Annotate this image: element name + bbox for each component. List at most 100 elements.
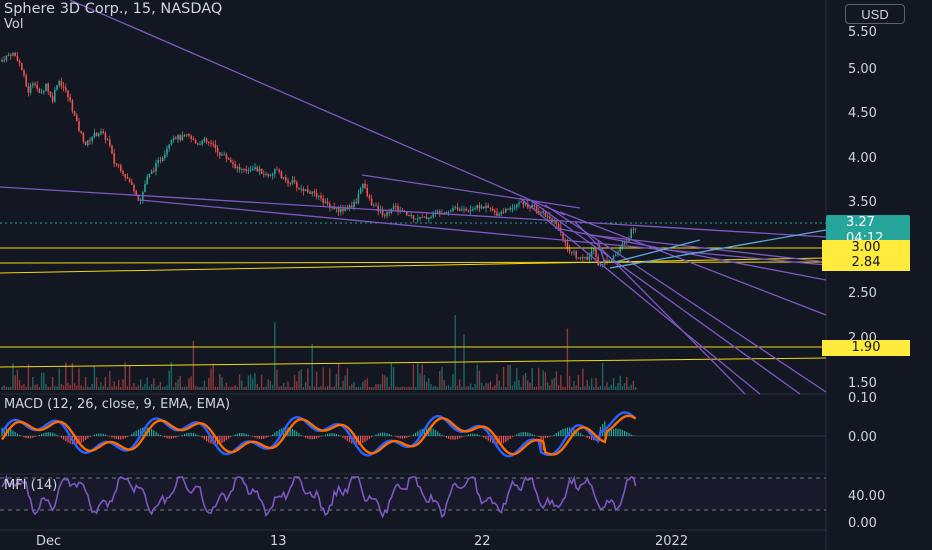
volume-bar (109, 370, 111, 390)
volume-bar (533, 386, 536, 390)
trendline[interactable] (519, 197, 761, 395)
trendline[interactable] (69, 0, 566, 216)
price-axis[interactable]: 5.50 5.00 4.50 4.00 3.50 2.50 2.00 1.50 (848, 25, 877, 391)
trendline[interactable] (139, 199, 827, 266)
mfi-axis[interactable]: 40.00 0.00 (848, 489, 885, 531)
horizontal-levels[interactable] (0, 247, 827, 368)
macd-axis-label: 0.00 (848, 430, 877, 445)
trendline[interactable] (0, 186, 827, 238)
trendline[interactable] (614, 239, 701, 263)
macd-histogram-bar (67, 436, 69, 443)
candle-body (73, 111, 76, 116)
macd-title[interactable]: MACD (12, 26, close, 9, EMA, EMA) (4, 397, 231, 412)
candle-body (153, 170, 155, 172)
currency-button[interactable]: USD (845, 4, 905, 24)
candle-body (538, 211, 540, 213)
mfi-title[interactable]: MFI (14) (4, 478, 58, 493)
candle-body (159, 160, 162, 161)
trendline[interactable] (609, 229, 827, 269)
candle-body (505, 208, 507, 213)
trendline[interactable] (574, 221, 746, 395)
candle-body (496, 212, 498, 216)
volume-bar (401, 386, 404, 390)
macd-histogram-bar (243, 433, 245, 436)
volume-bar (296, 381, 298, 390)
trendline[interactable] (597, 239, 606, 266)
candle-body (445, 211, 448, 214)
trendline[interactable] (544, 204, 827, 393)
candle-body (335, 207, 338, 210)
candle-body (256, 167, 258, 172)
macd-histogram-bar (344, 436, 346, 440)
volume-bar (304, 382, 307, 390)
volume-label[interactable]: Vol (4, 17, 24, 32)
candle-body (282, 177, 285, 179)
candle-body (595, 248, 597, 257)
volume-bar (276, 369, 278, 390)
volume-bar (368, 386, 371, 390)
time-axis[interactable]: Dec 13 22 2022 (36, 534, 688, 549)
candle-body (40, 92, 43, 94)
macd-histogram-bar (267, 436, 269, 438)
candle-body (181, 135, 184, 140)
candle-body (476, 205, 478, 209)
trendline[interactable] (589, 234, 827, 263)
volume-bar (236, 386, 239, 390)
volume-bar (476, 364, 478, 390)
candle-body (194, 140, 197, 144)
volume-bar (186, 386, 188, 390)
trendline[interactable] (529, 199, 801, 395)
volume-bar (571, 386, 573, 390)
volume-bar (258, 386, 261, 390)
volume-bar (381, 374, 384, 390)
level-line-sloped-low[interactable] (0, 357, 827, 368)
volume-bar (1, 386, 3, 390)
volume-bar (271, 384, 274, 390)
volume-bar (586, 380, 588, 390)
volume-bar (100, 381, 102, 390)
candle-body (135, 191, 137, 196)
candle-body (342, 208, 344, 212)
volume-bar (212, 363, 214, 390)
macd-histogram-bar (291, 428, 293, 436)
mfi-axis-label: 40.00 (848, 489, 885, 504)
candle-body (38, 88, 41, 93)
level-line-2-84[interactable] (0, 261, 827, 264)
level-line-sloped[interactable] (0, 257, 827, 274)
macd-histogram-bar (487, 436, 489, 441)
candle-body (62, 86, 65, 88)
candle-body (287, 180, 289, 184)
macd-histogram-bar (131, 434, 133, 436)
candle-body (223, 154, 225, 156)
volume-bar (131, 386, 133, 390)
macd-histogram-bar (474, 433, 476, 436)
candle-body (527, 203, 529, 208)
candle-body (593, 248, 595, 251)
trend-lines[interactable] (0, 0, 827, 395)
volume-bar (157, 385, 159, 390)
volume-bar (307, 368, 309, 390)
volume-bar (564, 386, 566, 390)
macd-axis[interactable]: 0.10 0.00 (848, 391, 877, 445)
candle-body (507, 208, 509, 210)
candle-body (214, 144, 217, 149)
volume-bar (377, 384, 379, 390)
trendline[interactable] (361, 174, 581, 209)
volume-bar (379, 384, 382, 390)
price-candles[interactable] (1, 51, 637, 268)
candle-body (465, 208, 467, 211)
candle-body (117, 164, 120, 166)
volume-bar (254, 373, 256, 390)
trendline[interactable] (559, 211, 827, 316)
volume-bar (324, 386, 327, 390)
volume-bar (362, 381, 364, 390)
macd-histogram-bar (338, 434, 340, 436)
candle-body (27, 86, 30, 93)
macd-histogram-bar (619, 429, 621, 436)
volume-bar (18, 380, 21, 390)
symbol-title[interactable]: Sphere 3D Corp., 15, NASDAQ (4, 1, 223, 17)
volume-bar (577, 375, 580, 390)
volume-bar (540, 385, 542, 390)
macd-histogram-bar (459, 436, 461, 439)
